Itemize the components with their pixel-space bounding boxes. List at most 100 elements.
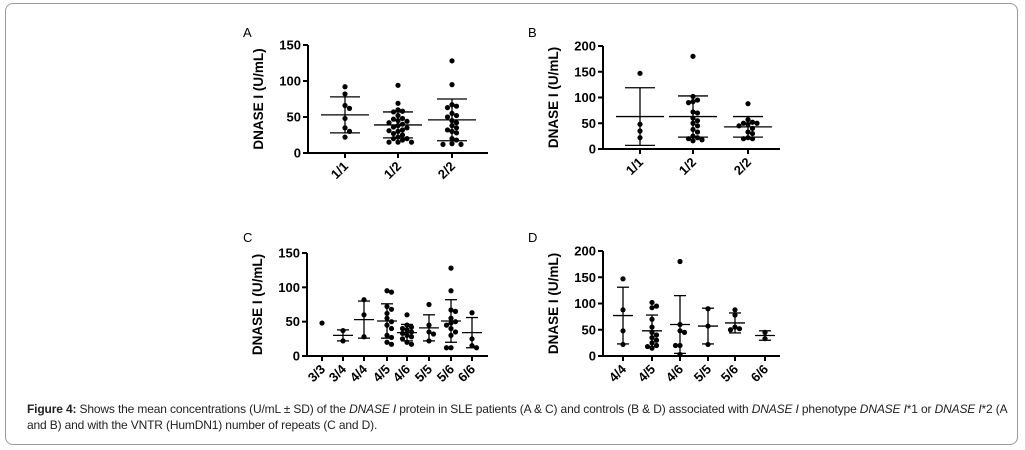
caption-segment: *1 or	[906, 402, 935, 416]
y-tick-label: 100	[279, 74, 301, 89]
caption-segment: DNASE I	[934, 402, 982, 416]
data-point	[443, 345, 450, 351]
y-axis-label: DNASE I (U/mL)	[251, 48, 266, 149]
data-point	[388, 319, 395, 325]
data-point	[399, 108, 406, 114]
data-point	[404, 125, 410, 131]
data-point	[408, 324, 415, 330]
data-point	[453, 103, 460, 109]
data-point	[458, 141, 464, 147]
data-point	[653, 337, 660, 343]
data-point	[395, 139, 401, 145]
data-point	[386, 139, 392, 145]
x-tick-label: 1/2	[676, 155, 699, 178]
x-tick-label: 5/6	[434, 362, 457, 385]
x-tick-label: 6/6	[748, 362, 771, 385]
data-point	[694, 129, 701, 135]
data-point	[732, 307, 738, 313]
data-point	[754, 120, 760, 126]
data-point	[694, 123, 701, 129]
data-point	[408, 341, 415, 347]
data-point	[399, 137, 406, 143]
x-tick-label: 4/4	[347, 361, 371, 385]
data-point	[390, 116, 397, 122]
y-tick-label: 0	[589, 142, 596, 157]
data-point	[637, 70, 643, 76]
panel-label: C	[243, 230, 252, 245]
data-point	[388, 289, 395, 295]
data-point	[653, 342, 660, 349]
data-point	[390, 130, 397, 137]
data-point	[399, 132, 406, 138]
figure-caption: Figure 4: Shows the mean concentrations …	[27, 401, 1012, 433]
data-point	[342, 84, 348, 90]
data-point	[694, 97, 701, 103]
data-point	[453, 112, 460, 119]
data-point	[453, 125, 460, 131]
data-point	[346, 105, 353, 111]
data-point	[649, 299, 655, 306]
y-tick-label: 150	[574, 64, 596, 79]
data-point	[384, 288, 390, 294]
data-point	[685, 100, 692, 106]
data-point	[444, 114, 451, 120]
data-point	[443, 322, 450, 328]
data-point	[653, 332, 660, 338]
data-point	[620, 276, 626, 282]
x-tick-label: 4/6	[663, 362, 686, 385]
data-point	[452, 329, 459, 335]
data-point	[404, 118, 410, 124]
data-point	[426, 301, 432, 308]
data-point	[386, 128, 392, 134]
caption-segment: phenotype	[798, 402, 860, 416]
y-axis-label: DNASE I (U/mL)	[546, 47, 561, 148]
data-point	[677, 258, 683, 265]
data-point	[690, 138, 696, 144]
data-point	[745, 101, 751, 107]
x-tick-label: 5/5	[691, 362, 714, 385]
y-tick-label: 150	[278, 246, 300, 261]
data-point	[399, 127, 406, 133]
data-point	[408, 329, 415, 335]
data-point	[690, 53, 696, 59]
x-tick-label: 5/5	[412, 362, 435, 385]
data-point	[404, 312, 410, 318]
data-point	[444, 105, 451, 111]
data-point	[390, 136, 397, 142]
data-point	[449, 58, 455, 64]
y-tick-label: 0	[589, 349, 596, 364]
data-point	[440, 141, 446, 147]
data-point	[694, 110, 701, 116]
x-tick-label: 4/4	[606, 361, 630, 385]
y-tick-label: 50	[287, 110, 301, 125]
panel-label: B	[528, 25, 537, 40]
data-point	[449, 141, 455, 147]
data-point	[342, 134, 348, 140]
data-point	[448, 345, 454, 351]
data-point	[469, 310, 475, 316]
data-point	[727, 327, 734, 333]
caption-segment: DNASE I	[349, 402, 397, 416]
data-point	[395, 107, 401, 113]
data-point	[399, 325, 406, 332]
x-tick-label: 1/2	[381, 159, 404, 182]
x-tick-label: 1/1	[623, 155, 646, 178]
data-point	[452, 308, 459, 314]
x-tick-label: 2/2	[731, 155, 754, 178]
panel-label: A	[243, 25, 252, 40]
data-point	[453, 120, 460, 126]
data-point	[399, 121, 406, 127]
data-point	[649, 305, 655, 311]
y-tick-label: 200	[574, 39, 596, 54]
data-point	[681, 329, 688, 335]
y-tick-label: 50	[582, 322, 596, 337]
panel-label: D	[528, 230, 537, 245]
data-point	[453, 137, 460, 143]
data-point	[444, 127, 451, 133]
data-point	[736, 123, 742, 129]
data-point	[386, 120, 392, 126]
y-tick-label: 200	[574, 244, 596, 259]
y-tick-label: 0	[293, 349, 300, 364]
data-point	[390, 124, 397, 130]
